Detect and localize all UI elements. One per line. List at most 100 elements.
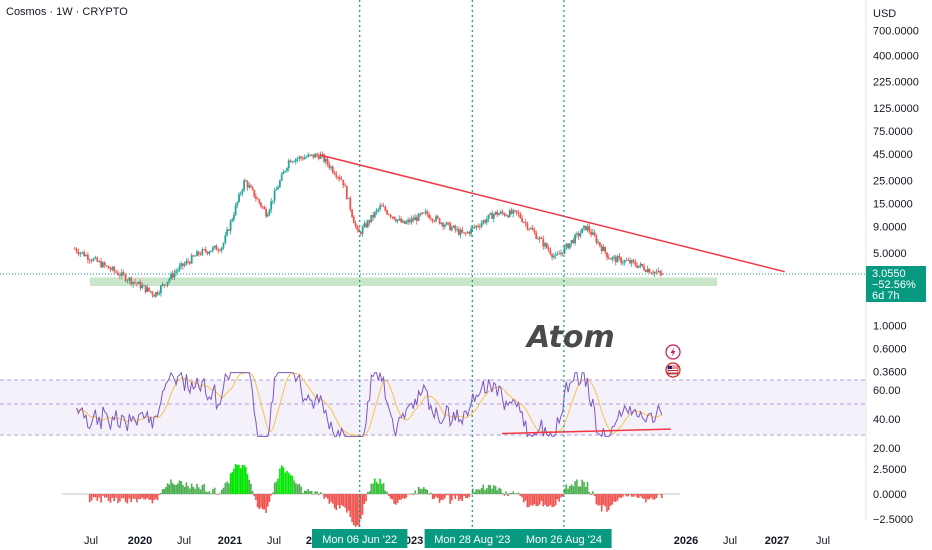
candle-body <box>182 263 184 266</box>
candle-body <box>171 273 174 278</box>
candle-body <box>111 267 114 270</box>
candle-body <box>421 212 423 215</box>
macd-bar <box>206 492 209 494</box>
macd-bar <box>646 494 649 500</box>
macd-bar <box>636 494 638 498</box>
macd-bar <box>655 494 658 498</box>
candle-body <box>494 211 497 215</box>
candle-body <box>261 206 264 208</box>
candle-body <box>452 225 455 228</box>
candle-body <box>168 278 171 282</box>
candle-body <box>560 252 562 254</box>
lightning-icon[interactable] <box>665 344 681 360</box>
candle-body <box>160 285 162 294</box>
macd-bar <box>565 484 568 494</box>
candle-body <box>331 166 334 173</box>
macd-bar <box>600 494 603 512</box>
macd-bar <box>521 494 523 498</box>
candle-body <box>270 201 273 210</box>
macd-bar <box>141 494 144 498</box>
price-axis[interactable]: USD 700.0000 400.0000 225.0000 125.0000 75.0… <box>865 0 919 526</box>
candle-body <box>551 254 553 258</box>
time-tick: 2020 <box>128 535 152 547</box>
candle-body <box>435 216 437 221</box>
candle-body <box>581 228 584 234</box>
candle-body <box>187 261 189 262</box>
macd-bar <box>243 465 245 494</box>
candle-body <box>312 154 315 158</box>
candle-body <box>73 248 76 250</box>
rsi-pane[interactable] <box>0 371 866 439</box>
price-tick: 5.0000 <box>873 248 907 260</box>
macd-bar <box>400 494 402 500</box>
candle-body <box>627 260 630 261</box>
candle-body <box>636 265 638 268</box>
candle-body <box>533 230 536 233</box>
candle-body <box>158 293 161 295</box>
candle-body <box>241 190 244 194</box>
candle-body <box>396 219 399 222</box>
atom-annotation[interactable]: Atom <box>525 320 615 355</box>
candle-body <box>613 256 615 258</box>
candle-body <box>265 209 267 217</box>
macd-bar <box>505 491 507 494</box>
candle-body <box>512 210 515 214</box>
candle-body <box>522 222 525 223</box>
macd-bar <box>102 494 104 496</box>
macd-bar <box>576 479 578 494</box>
rsi-support-trendline[interactable] <box>501 428 671 435</box>
macd-bar <box>104 494 106 498</box>
macd-bar <box>477 489 479 494</box>
candle-body <box>75 248 78 252</box>
candle-body <box>366 220 369 228</box>
candle-body <box>347 197 350 199</box>
macd-bar <box>583 481 585 494</box>
macd-bar <box>363 494 366 504</box>
candle-body <box>161 284 164 286</box>
macd-bar <box>367 492 369 494</box>
candle-body <box>185 261 188 264</box>
flag-icon[interactable] <box>665 362 681 378</box>
candle-body <box>293 161 295 163</box>
macd-bar <box>234 464 237 494</box>
macd-bar <box>185 482 188 494</box>
macd-bar <box>515 493 518 494</box>
candle-body <box>417 213 420 221</box>
macd-bar <box>421 488 423 494</box>
candle-body <box>356 225 359 230</box>
macd-bar <box>653 494 656 500</box>
candle-body <box>454 225 457 230</box>
date-marker-label: Mon 28 Aug '23 <box>434 534 510 546</box>
rsi-band <box>0 380 866 435</box>
macd-bar <box>618 494 621 498</box>
macd-bar <box>310 491 313 494</box>
candle-body <box>335 174 338 177</box>
macd-bar <box>277 478 279 494</box>
macd-bar <box>128 494 131 499</box>
macd-bar <box>268 494 271 502</box>
candle-body <box>256 198 259 200</box>
candle-body <box>438 218 441 224</box>
candle-body <box>345 186 348 199</box>
macd-bar <box>279 468 281 494</box>
candle-body <box>294 159 297 162</box>
candle-body <box>389 214 392 217</box>
macd-bar <box>197 487 200 494</box>
macd-bar <box>530 494 532 506</box>
macd-bar <box>326 494 329 499</box>
candle-body <box>317 155 320 159</box>
candle-body <box>471 227 474 229</box>
candle-body <box>415 217 418 221</box>
date-marker-label: Mon 26 Aug '24 <box>526 534 602 546</box>
macd-bar <box>510 493 513 494</box>
candle-body <box>229 221 232 231</box>
candle-body <box>178 266 181 271</box>
macd-bar <box>251 490 254 494</box>
candle-body <box>379 205 381 210</box>
resistance-trendline[interactable] <box>319 154 785 273</box>
macd-bar <box>657 494 660 495</box>
candle-body <box>92 258 95 261</box>
support-zone <box>90 277 717 286</box>
candle-body <box>244 180 247 182</box>
